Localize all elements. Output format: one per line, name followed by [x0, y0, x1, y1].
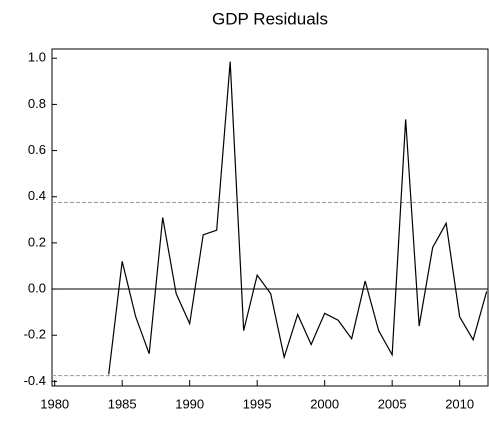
y-tick-label: 0.6 [28, 142, 46, 157]
data-line [108, 61, 488, 375]
x-tick-label: 1985 [108, 396, 137, 411]
chart-title: GDP Residuals [212, 9, 328, 28]
y-tick-label: -0.2 [24, 327, 46, 342]
plot-frame [51, 48, 489, 387]
y-tick-label: -0.4 [24, 373, 46, 388]
x-tick-label: 2010 [445, 396, 474, 411]
x-tick-label: 1980 [40, 396, 69, 411]
y-tick-label: 0.4 [28, 188, 46, 203]
y-tick-label: 1.0 [28, 50, 46, 65]
x-tick-label: 2005 [378, 396, 407, 411]
y-tick-label: 0.8 [28, 96, 46, 111]
x-tick-label: 2000 [310, 396, 339, 411]
x-tick-label: 1995 [243, 396, 272, 411]
y-tick-label: 0.0 [28, 280, 46, 295]
y-tick-label: 0.2 [28, 234, 46, 249]
x-tick-label: 1990 [175, 396, 204, 411]
